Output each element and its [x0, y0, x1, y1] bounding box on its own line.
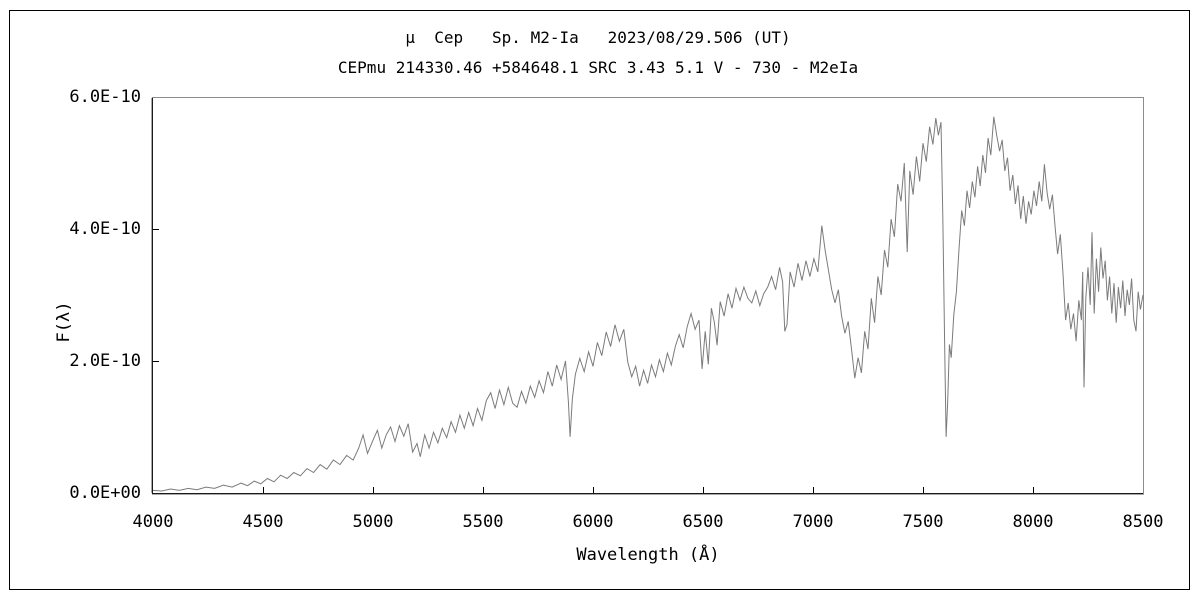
x-tick-label: 4000 [132, 512, 174, 532]
x-tick-label: 8500 [1122, 512, 1164, 532]
y-tick-label: 4.0E-10 [69, 219, 141, 239]
x-axis-title: Wavelength (Å) [576, 545, 720, 565]
y-tick-label: 2.0E-10 [69, 351, 141, 371]
outer-border [9, 10, 1190, 590]
x-tick-label: 7500 [902, 512, 944, 532]
x-tick-label: 5000 [352, 512, 394, 532]
chart-title: μ Cep Sp. M2-Ia 2023/08/29.506 (UT) [405, 28, 791, 47]
y-tick-label: 6.0E-10 [69, 87, 141, 107]
spectrum-line [152, 116, 1144, 492]
axis-ticks [153, 229, 1034, 493]
plot-border [151, 97, 1144, 495]
x-tick-label: 4500 [242, 512, 284, 532]
x-tick-label: 8000 [1012, 512, 1054, 532]
y-tick-label: 0.0E+00 [69, 483, 141, 503]
x-tick-label: 7000 [792, 512, 834, 532]
x-tick-label: 6000 [572, 512, 614, 532]
x-tick-label: 5500 [462, 512, 504, 532]
x-tick-label: 6500 [682, 512, 724, 532]
chart-subtitle: CEPmu 214330.46 +584648.1 SRC 3.43 5.1 V… [337, 58, 859, 77]
